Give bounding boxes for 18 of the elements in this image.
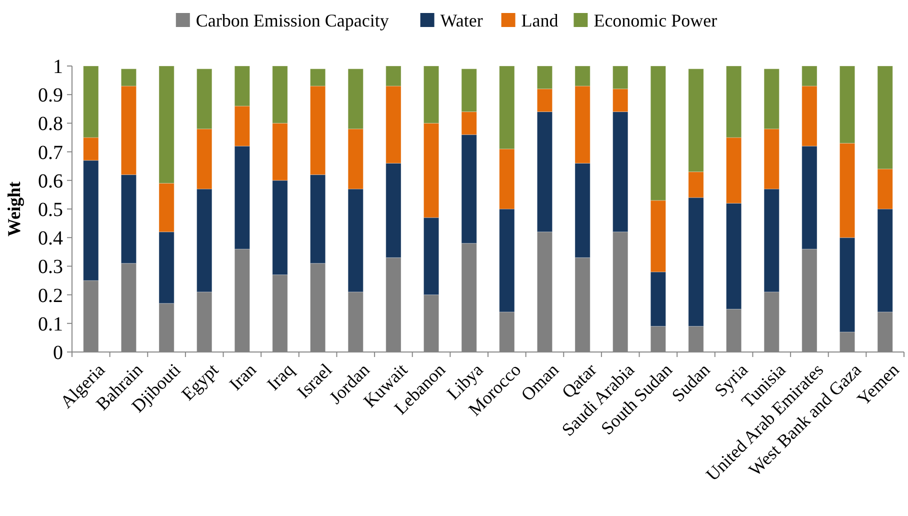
y-tick-label: 0.3	[38, 256, 63, 278]
y-tick-label: 0.7	[38, 142, 63, 164]
y-tick-label: 1	[53, 56, 63, 78]
y-tick-label: 0.8	[38, 113, 63, 136]
legend-label: Land	[521, 10, 558, 30]
y-axis-title: Weight	[4, 181, 24, 237]
x-tick-label: Iraq	[263, 360, 298, 394]
legend-label: Water	[440, 10, 483, 30]
y-tick-label: 0.9	[38, 84, 63, 107]
legend-label: Economic Power	[594, 10, 718, 30]
y-tick-label: 0	[53, 342, 63, 364]
y-tick-label: 0.5	[38, 199, 63, 221]
y-tick-label: 0.6	[38, 170, 63, 192]
y-tick-label: 0.4	[38, 228, 63, 250]
legend-label: Carbon Emission Capacity	[196, 10, 389, 30]
y-tick-label: 0.2	[38, 284, 63, 307]
y-tick-label: 0.1	[38, 313, 63, 336]
x-tick-label: Iran	[225, 360, 260, 394]
